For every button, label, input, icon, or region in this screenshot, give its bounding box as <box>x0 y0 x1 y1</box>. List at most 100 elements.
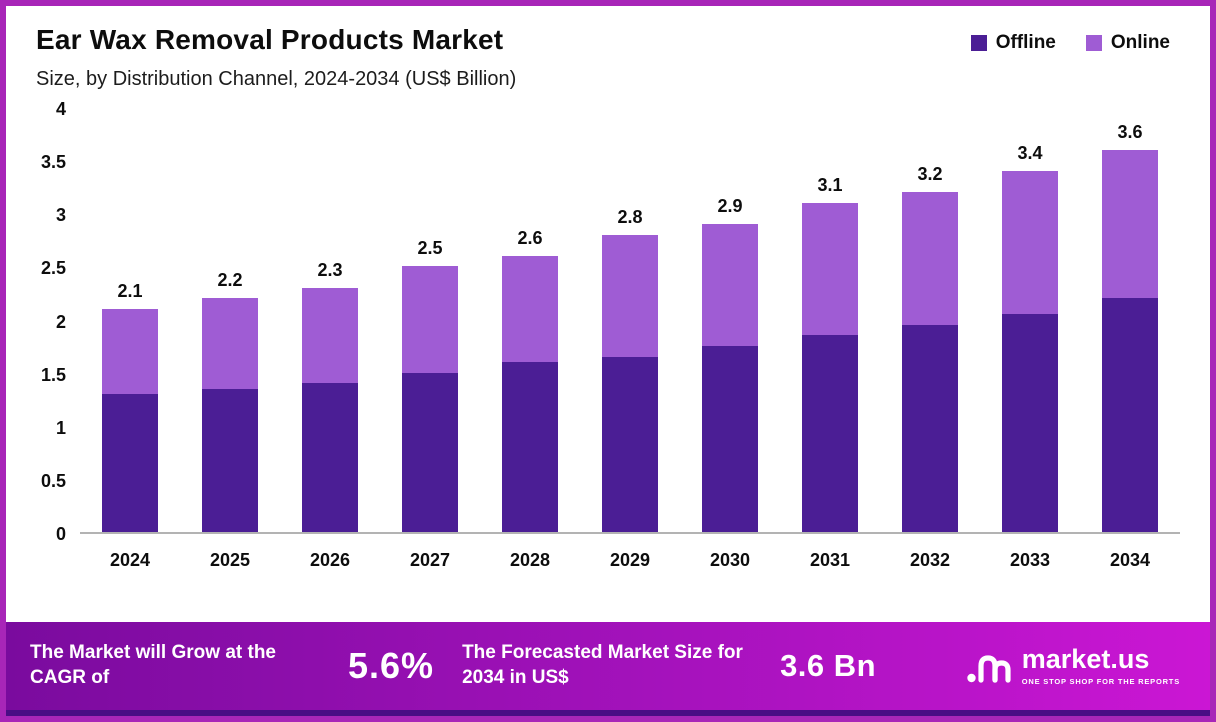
bar-group: 3.6 <box>1080 121 1180 532</box>
stacked-bar[interactable] <box>802 202 858 532</box>
x-axis-label: 2028 <box>509 550 551 570</box>
x-axis-label: 2029 <box>609 550 651 570</box>
x-axis-label: 2032 <box>909 550 951 570</box>
stacked-bar[interactable] <box>102 308 158 532</box>
stacked-bar[interactable] <box>302 287 358 532</box>
bar-group: 3.2 <box>880 164 980 532</box>
bar-segment-offline[interactable] <box>1102 298 1158 532</box>
market-us-logo[interactable]: market.us ONE STOP SHOP FOR THE REPORTS <box>966 645 1180 687</box>
y-axis-tick-label: 0.5 <box>40 470 66 491</box>
chart-title: Ear Wax Removal Products Market <box>36 24 504 55</box>
bar-segment-online[interactable] <box>902 192 958 325</box>
bar-segment-online[interactable] <box>402 266 458 373</box>
y-axis-tick-label: 4 <box>55 99 66 119</box>
y-axis-tick-label: 0 <box>55 524 66 544</box>
bar-segment-offline[interactable] <box>1002 314 1058 532</box>
market-us-logo-icon <box>967 655 1011 683</box>
bar-segment-offline[interactable] <box>302 383 358 532</box>
bar-total-label: 3.6 <box>1117 121 1143 142</box>
stacked-bar[interactable] <box>402 266 458 532</box>
bar-segment-online[interactable] <box>502 255 558 362</box>
stacked-bar[interactable] <box>902 192 958 532</box>
bar-segment-offline[interactable] <box>902 324 958 532</box>
bar-segment-offline[interactable] <box>502 362 558 532</box>
plot-column: 2.1 2.2 2.3 2.5 2.6 2.8 2.9 3.1 3.2 3.4 3.6 2024 20… <box>80 97 1180 622</box>
bar-group: 2.1 <box>80 281 180 532</box>
bar-segment-online[interactable] <box>102 308 158 394</box>
bar-segment-offline[interactable] <box>602 356 658 532</box>
legend-label-offline: Offline <box>995 32 1056 53</box>
legend-item-online[interactable]: Online <box>1085 32 1170 54</box>
bar-segment-online[interactable] <box>602 234 658 357</box>
bar-segment-online[interactable] <box>202 298 258 389</box>
bar-group: 2.6 <box>480 228 580 532</box>
bar-group: 3.4 <box>980 143 1080 532</box>
logo-text: market.us ONE STOP SHOP FOR THE REPORTS <box>1021 644 1180 687</box>
x-axis-label: 2026 <box>309 550 351 570</box>
bar-total-label: 2.5 <box>417 238 443 259</box>
forecast-text: The Forecasted Market Size for 2034 in U… <box>462 642 743 688</box>
chart-area: 4 3.5 3 2.5 2 1.5 1 0.5 0 2.1 2.2 2.3 2.5 2.6 2.8 2.9 3… <box>6 91 1210 622</box>
stacked-bar[interactable] <box>602 234 658 532</box>
x-axis-label: 2034 <box>1109 550 1151 570</box>
bar-segment-online[interactable] <box>1002 170 1058 315</box>
legend-label-online: Online <box>1110 32 1170 53</box>
stacked-bar[interactable] <box>1002 170 1058 532</box>
cagr-value: 5.6% <box>348 645 435 686</box>
bar-group: 2.5 <box>380 238 480 532</box>
footer-banner: The Market will Grow at the CAGR of 5.6%… <box>6 622 1210 716</box>
bar-group: 3.1 <box>780 175 880 532</box>
bar-total-label: 2.1 <box>117 280 143 301</box>
bar-total-label: 3.2 <box>917 164 943 184</box>
y-axis-tick-label: 3.5 <box>40 152 66 173</box>
bar-group: 2.9 <box>680 196 780 532</box>
x-axis-label: 2027 <box>409 550 451 570</box>
bar-segment-offline[interactable] <box>702 346 758 532</box>
bar-segment-offline[interactable] <box>202 388 258 532</box>
bar-group: 2.3 <box>280 260 380 532</box>
x-axis-label: 2030 <box>709 550 751 570</box>
legend-item-offline[interactable]: Offline <box>970 32 1056 54</box>
bar-total-label: 2.6 <box>517 227 543 248</box>
bar-segment-online[interactable] <box>702 223 758 347</box>
bar-group: 2.2 <box>180 270 280 532</box>
bar-segment-online[interactable] <box>302 287 358 384</box>
bar-total-label: 2.8 <box>617 206 643 227</box>
x-axis-label: 2024 <box>109 550 151 570</box>
online-swatch-icon <box>1085 35 1102 51</box>
bar-total-label: 3.4 <box>1017 142 1043 163</box>
logo-tagline: ONE STOP SHOP FOR THE REPORTS <box>1021 677 1180 686</box>
stacked-bar[interactable] <box>202 298 258 532</box>
y-axis-tick-label: 2.5 <box>40 258 66 279</box>
legend: Offline Online <box>970 24 1170 54</box>
x-axis-label: 2031 <box>809 550 851 570</box>
bar-segment-online[interactable] <box>802 202 858 336</box>
bar-group: 2.8 <box>580 206 680 532</box>
bar-segment-offline[interactable] <box>402 372 458 532</box>
y-axis: 4 3.5 3 2.5 2 1.5 1 0.5 0 <box>22 99 80 544</box>
x-axis-label: 2033 <box>1009 550 1051 570</box>
plot-area: 2.1 2.2 2.3 2.5 2.6 2.8 2.9 3.1 3.2 3.4 3.6 <box>80 109 1180 534</box>
cagr-text: The Market will Grow at the CAGR of <box>30 642 276 688</box>
y-axis-tick-label: 2 <box>55 311 66 332</box>
x-axis-label: 2025 <box>209 550 251 570</box>
y-axis-tick-label: 3 <box>55 205 66 226</box>
y-axis-tick-label: 1.5 <box>40 364 66 385</box>
chart-subtitle: Size, by Distribution Channel, 2024-2034… <box>36 68 517 90</box>
bar-segment-offline[interactable] <box>102 393 158 532</box>
header: Ear Wax Removal Products Market Offline … <box>6 6 1210 56</box>
x-axis: 2024 2025 2026 2027 2028 2029 2030 2031 2032 2033… <box>80 550 1180 571</box>
bar-total-label: 2.3 <box>317 259 343 280</box>
stacked-bar[interactable] <box>702 223 758 532</box>
bar-total-label: 2.2 <box>217 270 243 291</box>
stacked-bar[interactable] <box>502 255 558 532</box>
bar-total-label: 3.1 <box>817 174 843 195</box>
logo-name: market.us <box>1021 644 1150 674</box>
bar-segment-offline[interactable] <box>802 335 858 532</box>
offline-swatch-icon <box>970 35 987 51</box>
y-axis-tick-label: 1 <box>55 417 66 438</box>
bar-total-label: 2.9 <box>717 195 743 216</box>
bar-segment-online[interactable] <box>1102 149 1158 299</box>
stacked-bar[interactable] <box>1102 149 1158 532</box>
